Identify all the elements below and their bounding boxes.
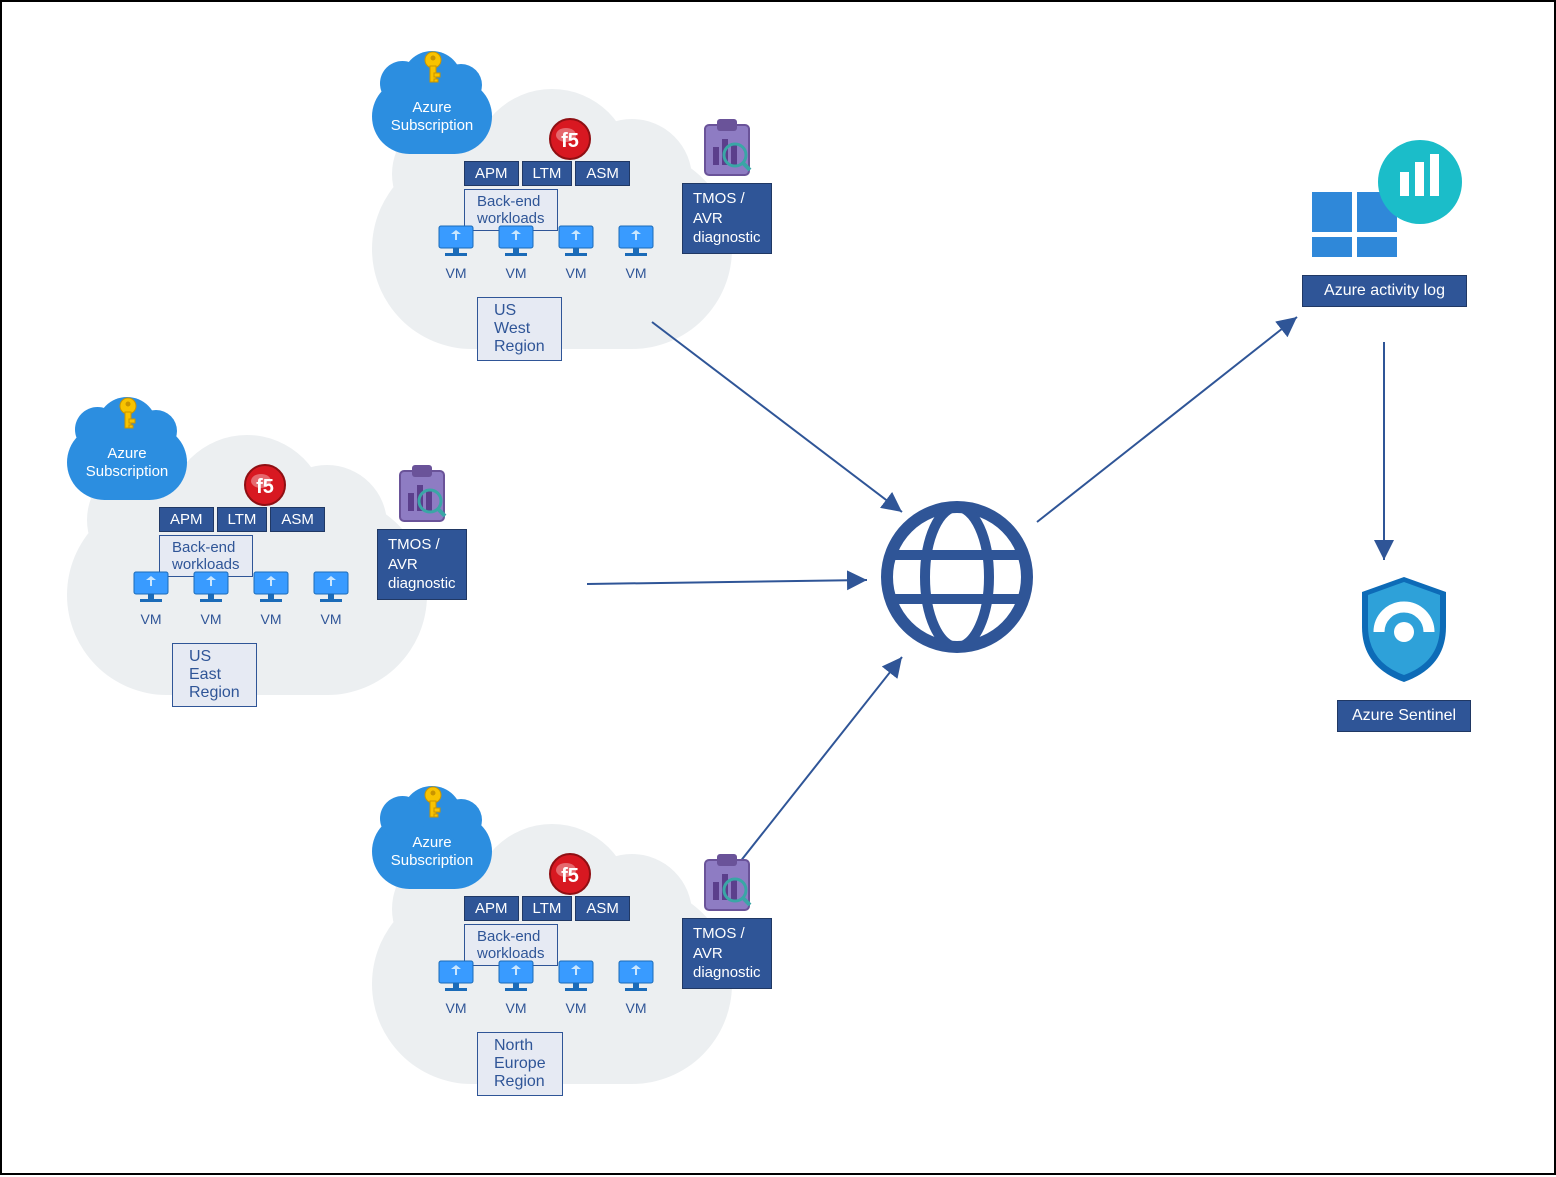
vm-row: VM VM VM VM xyxy=(437,959,655,1016)
module-row: APMLTMASM xyxy=(159,507,325,532)
module-row: APMLTMASM xyxy=(464,896,630,921)
subscription-cloud: AzureSubscription xyxy=(372,814,492,889)
vm-item: VM xyxy=(557,224,595,281)
vm-item: VM xyxy=(437,959,475,1016)
key-icon xyxy=(420,786,446,827)
diagnostic-label: TMOS / AVRdiagnostic xyxy=(377,529,467,600)
vm-item: VM xyxy=(192,570,230,627)
globe-icon xyxy=(877,497,1037,662)
clipboard-icon xyxy=(699,117,755,179)
vm-item: VM xyxy=(437,224,475,281)
diagnostic-label: TMOS / AVRdiagnostic xyxy=(682,918,772,989)
vm-icon xyxy=(557,224,595,258)
f5-logo-icon: f5 xyxy=(548,852,592,896)
vm-label: VM xyxy=(497,1000,535,1016)
module-row: APMLTMASM xyxy=(464,161,630,186)
vm-icon xyxy=(497,959,535,993)
subscription-cloud: AzureSubscription xyxy=(372,79,492,154)
vm-item: VM xyxy=(497,224,535,281)
vm-label: VM xyxy=(252,611,290,627)
vm-icon xyxy=(252,570,290,604)
vm-label: VM xyxy=(132,611,170,627)
region-label: North Europe Region xyxy=(477,1032,563,1096)
vm-icon xyxy=(132,570,170,604)
clipboard-icon xyxy=(394,463,450,525)
f5-logo: f5 xyxy=(243,463,287,512)
vm-label: VM xyxy=(497,265,535,281)
vm-icon xyxy=(617,224,655,258)
vm-item: VM xyxy=(252,570,290,627)
azure-activity-log: Azure activity log xyxy=(1302,132,1467,307)
vm-label: VM xyxy=(557,1000,595,1016)
subscription-label: AzureSubscription xyxy=(372,834,492,870)
tmos-diagnostic: TMOS / AVRdiagnostic xyxy=(682,117,772,254)
tmos-diagnostic: TMOS / AVRdiagnostic xyxy=(377,463,467,600)
diagnostic-label: TMOS / AVRdiagnostic xyxy=(682,183,772,254)
vm-label: VM xyxy=(557,265,595,281)
vm-label: VM xyxy=(437,1000,475,1016)
module-apm: APM xyxy=(464,161,519,186)
vm-item: VM xyxy=(132,570,170,627)
subscription-cloud: AzureSubscription xyxy=(67,425,187,500)
vm-icon xyxy=(192,570,230,604)
vm-item: VM xyxy=(557,959,595,1016)
svg-text:f5: f5 xyxy=(561,865,579,887)
activity-log-icon xyxy=(1302,132,1467,262)
azure-sentinel: Azure Sentinel xyxy=(1337,572,1471,732)
vm-label: VM xyxy=(192,611,230,627)
vm-item: VM xyxy=(617,224,655,281)
vm-item: VM xyxy=(312,570,350,627)
subscription-label: AzureSubscription xyxy=(67,445,187,481)
activity-log-label: Azure activity log xyxy=(1302,275,1467,307)
subscription-label: AzureSubscription xyxy=(372,99,492,135)
svg-text:f5: f5 xyxy=(256,476,274,498)
key-icon xyxy=(420,51,446,92)
f5-logo: f5 xyxy=(548,852,592,901)
sentinel-icon xyxy=(1354,572,1454,687)
module-apm: APM xyxy=(159,507,214,532)
vm-row: VM VM VM VM xyxy=(437,224,655,281)
clipboard-icon xyxy=(699,852,755,914)
module-apm: APM xyxy=(464,896,519,921)
diagram-canvas: Azure activity log Azure Sentinel AzureS… xyxy=(0,0,1556,1175)
key-icon xyxy=(420,51,446,87)
f5-logo-icon: f5 xyxy=(243,463,287,507)
vm-label: VM xyxy=(617,265,655,281)
vm-item: VM xyxy=(617,959,655,1016)
vm-label: VM xyxy=(437,265,475,281)
vm-icon xyxy=(497,224,535,258)
f5-logo-icon: f5 xyxy=(548,117,592,161)
vm-icon xyxy=(312,570,350,604)
vm-icon xyxy=(437,224,475,258)
key-icon xyxy=(115,397,141,438)
vm-icon xyxy=(557,959,595,993)
vm-item: VM xyxy=(497,959,535,1016)
region-label: US West Region xyxy=(477,297,562,361)
key-icon xyxy=(115,397,141,433)
svg-text:f5: f5 xyxy=(561,130,579,152)
vm-row: VM VM VM VM xyxy=(132,570,350,627)
key-icon xyxy=(420,786,446,822)
sentinel-label: Azure Sentinel xyxy=(1337,700,1471,732)
vm-label: VM xyxy=(617,1000,655,1016)
vm-icon xyxy=(437,959,475,993)
vm-label: VM xyxy=(312,611,350,627)
region-label: US East Region xyxy=(172,643,257,707)
vm-icon xyxy=(617,959,655,993)
tmos-diagnostic: TMOS / AVRdiagnostic xyxy=(682,852,772,989)
f5-logo: f5 xyxy=(548,117,592,166)
